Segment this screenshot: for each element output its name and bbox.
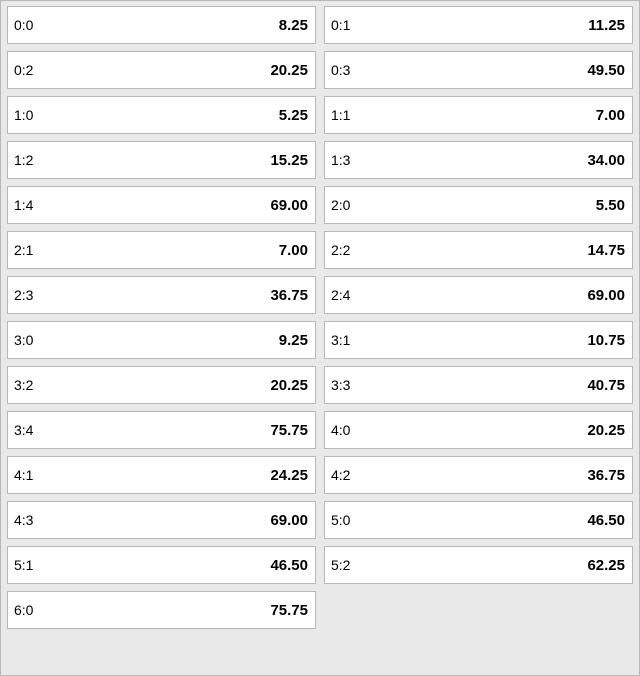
odds-cell[interactable]: 4:1 24.25 [7,456,316,494]
score-label: 0:0 [14,17,33,33]
odds-value: 9.25 [279,332,308,349]
odds-cell[interactable]: 5:0 46.50 [324,501,633,539]
odds-value: 75.75 [270,602,308,619]
odds-value: 11.25 [588,17,625,34]
score-label: 1:4 [14,197,33,213]
score-label: 5:0 [331,512,350,528]
odds-cell[interactable]: 1:0 5.25 [7,96,316,134]
odds-value: 20.25 [270,62,308,79]
odds-cell[interactable]: 0:0 8.25 [7,6,316,44]
odds-panel: 0:08.250:111.250:220.250:349.501:05.251:… [0,0,640,676]
odds-cell[interactable]: 1:1 7.00 [324,96,633,134]
odds-cell[interactable]: 2:0 5.50 [324,186,633,224]
score-label: 3:2 [14,377,33,393]
score-label: 0:3 [331,62,350,78]
odds-cell[interactable]: 1:2 15.25 [7,141,316,179]
odds-value: 24.25 [270,467,308,484]
odds-cell[interactable]: 3:1 10.75 [324,321,633,359]
odds-value: 7.00 [279,242,308,259]
score-label: 1:1 [331,107,350,123]
odds-value: 7.00 [596,107,625,124]
odds-value: 8.25 [279,17,308,34]
odds-cell[interactable]: 4:0 20.25 [324,411,633,449]
score-label: 3:4 [14,422,33,438]
odds-cell[interactable]: 6:0 75.75 [7,591,316,629]
odds-value: 20.25 [587,422,625,439]
score-label: 3:1 [331,332,350,348]
score-label: 1:2 [14,152,33,168]
odds-cell[interactable]: 5:2 62.25 [324,546,633,584]
odds-value: 5.50 [596,197,625,214]
score-label: 0:2 [14,62,33,78]
odds-cell[interactable]: 2:2 14.75 [324,231,633,269]
odds-value: 5.25 [279,107,308,124]
score-label: 2:4 [331,287,350,303]
odds-cell[interactable]: 0:2 20.25 [7,51,316,89]
score-label: 1:0 [14,107,33,123]
odds-value: 40.75 [587,377,625,394]
odds-cell[interactable]: 3:0 9.25 [7,321,316,359]
odds-cell[interactable]: 4:2 36.75 [324,456,633,494]
odds-cell[interactable]: 3:2 20.25 [7,366,316,404]
score-label: 0:1 [331,17,350,33]
odds-value: 36.75 [587,467,625,484]
odds-value: 69.00 [587,287,625,304]
odds-value: 46.50 [270,557,308,574]
odds-grid: 0:08.250:111.250:220.250:349.501:05.251:… [7,6,633,629]
odds-cell[interactable]: 3:3 40.75 [324,366,633,404]
odds-value: 69.00 [270,512,308,529]
odds-value: 75.75 [270,422,308,439]
odds-cell[interactable]: 5:1 46.50 [7,546,316,584]
score-label: 4:3 [14,512,33,528]
score-label: 6:0 [14,602,33,618]
odds-cell[interactable]: 2:3 36.75 [7,276,316,314]
odds-value: 34.00 [587,152,625,169]
odds-cell[interactable]: 2:4 69.00 [324,276,633,314]
odds-value: 20.25 [270,377,308,394]
score-label: 2:1 [14,242,33,258]
odds-cell[interactable]: 1:4 69.00 [7,186,316,224]
odds-value: 69.00 [270,197,308,214]
odds-cell[interactable]: 0:1 11.25 [324,6,633,44]
score-label: 5:1 [14,557,33,573]
score-label: 3:0 [14,332,33,348]
odds-value: 10.75 [587,332,625,349]
odds-cell[interactable]: 2:1 7.00 [7,231,316,269]
odds-cell[interactable]: 1:3 34.00 [324,141,633,179]
score-label: 4:2 [331,467,350,483]
odds-value: 46.50 [587,512,625,529]
score-label: 2:2 [331,242,350,258]
odds-value: 15.25 [270,152,308,169]
score-label: 2:3 [14,287,33,303]
odds-value: 36.75 [270,287,308,304]
odds-cell[interactable]: 3:4 75.75 [7,411,316,449]
score-label: 1:3 [331,152,350,168]
score-label: 4:0 [331,422,350,438]
score-label: 2:0 [331,197,350,213]
score-label: 3:3 [331,377,350,393]
odds-value: 49.50 [587,62,625,79]
odds-cell[interactable]: 0:3 49.50 [324,51,633,89]
score-label: 5:2 [331,557,350,573]
odds-cell[interactable]: 4:3 69.00 [7,501,316,539]
odds-value: 62.25 [587,557,625,574]
odds-value: 14.75 [587,242,625,259]
score-label: 4:1 [14,467,33,483]
